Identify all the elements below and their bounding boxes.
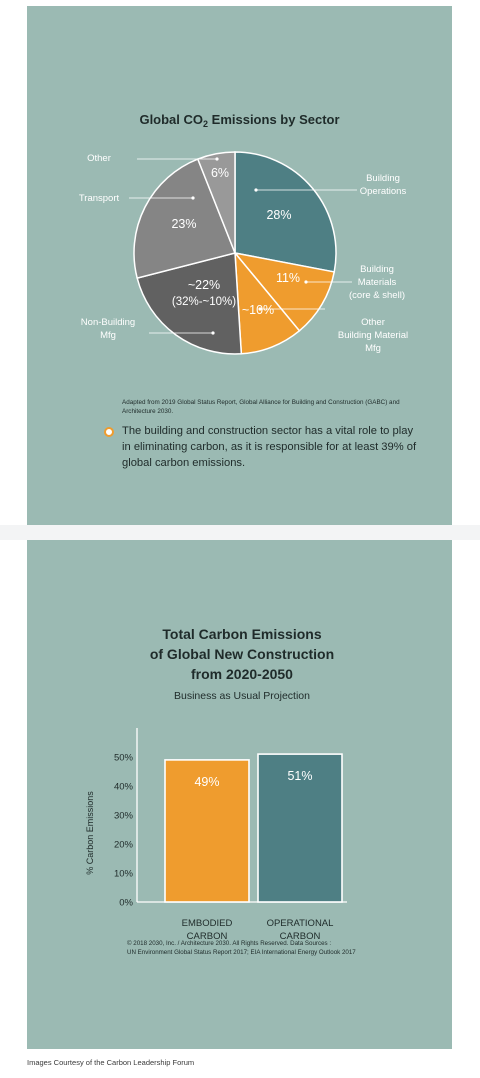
bar-0	[164, 759, 250, 903]
pie-value-label-2: ~10%	[242, 303, 274, 317]
pie-leader-dot-5	[215, 157, 219, 161]
pie-value-label-5: 6%	[211, 166, 229, 180]
pie-category-label-3: Non-Building	[81, 317, 135, 328]
pie-value-label-3-1: (32%-~10%)	[172, 296, 236, 308]
bullet-circle-icon	[104, 427, 114, 437]
copyright-line-1: © 2018 2030, Inc. / Architecture 2030. A…	[127, 940, 332, 947]
pie-slice-4	[133, 158, 237, 280]
pie-value-label-1: 11%	[276, 271, 300, 285]
pie-category-label-3-1: Mfg	[100, 330, 116, 341]
bar-chart: Total Carbon Emissions of Global New Con…	[85, 626, 347, 942]
pie-leader-dot-3	[211, 331, 215, 335]
pie-leader-dot-4	[191, 196, 195, 200]
pie-category-label-5: Other	[87, 153, 111, 164]
x-category-label-1-1: CARBON	[280, 931, 321, 942]
pie-value-label-0: 28%	[266, 208, 291, 222]
y-tick-label-3: 30%	[114, 811, 134, 822]
y-tick-label-5: 50%	[114, 753, 134, 764]
pie-category-label-1-2: (core & shell)	[349, 290, 405, 301]
pie-slice-3	[136, 252, 243, 355]
y-tick-label-2: 20%	[114, 840, 134, 851]
y-tick-label-1: 10%	[114, 869, 134, 880]
pie-leader-dot-0	[254, 188, 258, 192]
pie-category-label-1-1: Materials	[358, 277, 397, 288]
pie-category-label-2: Other	[361, 317, 385, 328]
pie-slice-0	[234, 151, 337, 273]
bar-1	[257, 753, 343, 903]
pie-chart: Global CO2 Emissions by Sector 28% Buildi…	[79, 112, 408, 355]
pie-leader-dot-1	[304, 280, 308, 284]
copyright-line-2: UN Environment Global Status Report 2017…	[127, 949, 356, 956]
bar-chart-panel: Total Carbon Emissions of Global New Con…	[27, 540, 452, 1049]
panel-divider	[0, 525, 480, 540]
pie-value-label-3: ~22%	[188, 278, 220, 292]
bar-chart-title-line-2: of Global New Construction	[150, 646, 334, 662]
pie-category-label-0-1: Operations	[360, 186, 407, 197]
y-tick-label-4: 40%	[114, 782, 134, 793]
x-category-label-0-1: CARBON	[187, 931, 228, 942]
pie-slice-1	[233, 251, 336, 332]
y-tick-label-0: 0%	[119, 898, 133, 909]
pie-category-label-4: Transport	[79, 193, 120, 204]
pie-category-label-2-1: Building Material	[338, 330, 408, 341]
copyright-note: © 2018 2030, Inc. / Architecture 2030. A…	[127, 939, 427, 957]
pie-category-label-2-2: Mfg	[365, 343, 381, 354]
x-category-label-0: EMBODIED	[182, 918, 233, 929]
bar-chart-title-line-1: Total Carbon Emissions	[162, 626, 321, 642]
pie-value-label-4: 23%	[171, 217, 196, 231]
bar-chart-title-line-3: from 2020-2050	[191, 666, 293, 682]
pie-category-label-0: Building	[366, 173, 400, 184]
bar-value-label-0: 49%	[194, 775, 219, 789]
pie-chart-title: Global CO2 Emissions by Sector	[139, 112, 339, 129]
y-axis-title: % Carbon Emissions	[85, 791, 95, 875]
pie-leader-dot-2	[258, 307, 262, 311]
key-fact-text: The building and construction sector has…	[122, 425, 417, 469]
bar-chart-subtitle: Business as Usual Projection	[174, 690, 310, 702]
image-credits: Images Courtesy of the Carbon Leadership…	[27, 1058, 195, 1067]
pie-source-note: Adapted from 2019 Global Status Report, …	[122, 399, 400, 415]
bar-value-label-1: 51%	[287, 769, 312, 783]
pie-chart-panel: Global CO2 Emissions by Sector 28% Buildi…	[27, 6, 452, 525]
pie-category-label-1: Building	[360, 264, 394, 275]
x-category-label-1: OPERATIONAL	[267, 918, 334, 929]
